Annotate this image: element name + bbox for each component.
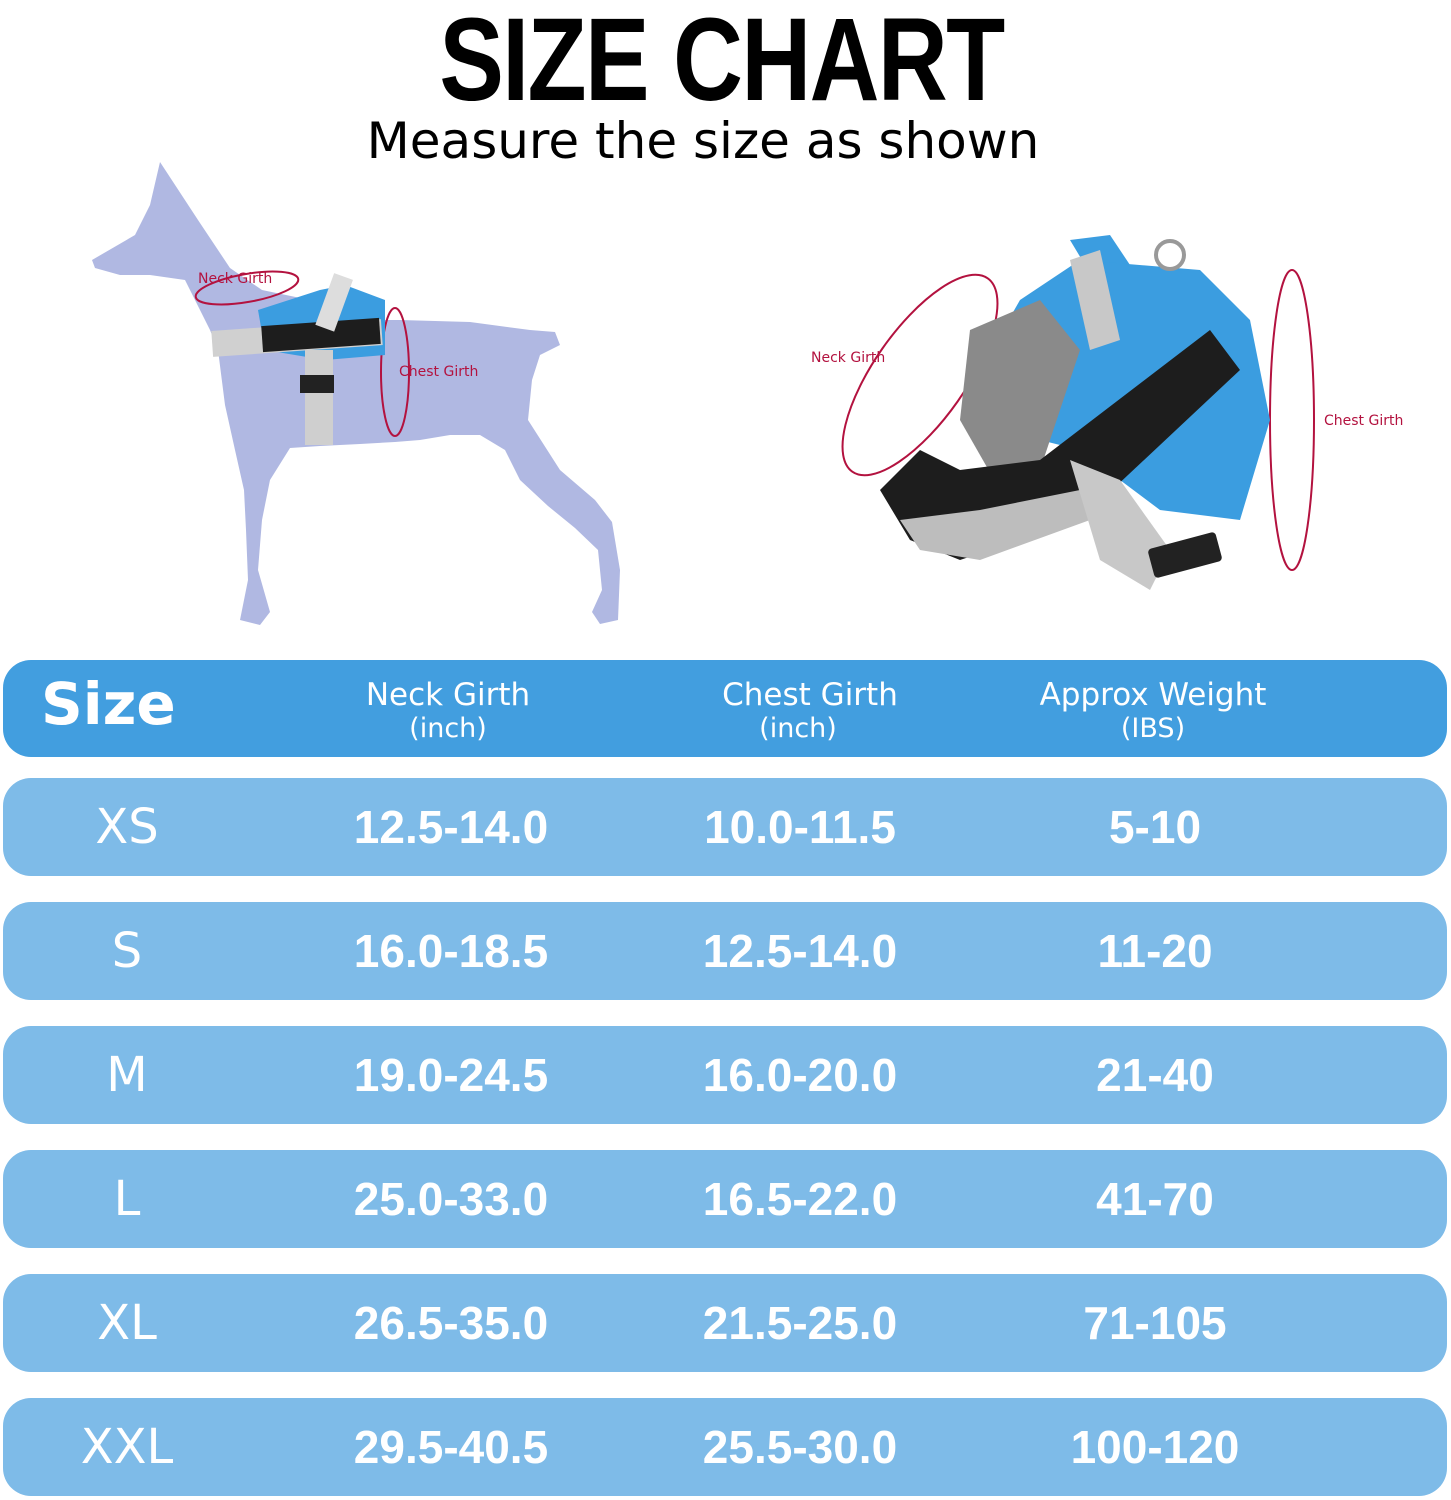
neck-girth-cell: 16.0-18.5 xyxy=(353,925,549,977)
weight-cell: 5-10 xyxy=(1108,801,1202,853)
dog-chest-girth-label: Chest Girth xyxy=(399,364,479,380)
chest-girth-cell: 21.5-25.0 xyxy=(702,1297,898,1349)
chest-girth-cell: 12.5-14.0 xyxy=(702,925,898,977)
weight-cell: 11-20 xyxy=(1097,925,1213,977)
size-cell: XXL xyxy=(80,1419,174,1475)
header-weight-label: Approx Weight xyxy=(1039,677,1267,713)
size-table-header: Size Neck Girth (inch) Chest Girth (inch… xyxy=(3,660,1447,757)
neck-girth-cell: 26.5-35.0 xyxy=(353,1297,549,1349)
weight-cell: 21-40 xyxy=(1096,1049,1214,1101)
table-row: XL 26.5-35.0 21.5-25.0 71-105 xyxy=(3,1274,1447,1372)
chest-girth-cell: 10.0-11.5 xyxy=(704,801,896,853)
table-row: S 16.0-18.5 12.5-14.0 11-20 xyxy=(3,902,1447,1000)
neck-girth-cell: 25.0-33.0 xyxy=(353,1173,549,1225)
chest-girth-cell: 25.5-30.0 xyxy=(702,1421,898,1473)
neck-girth-cell: 29.5-40.5 xyxy=(353,1421,549,1473)
dog-measurement-illustration: Neck Girth Chest Girth xyxy=(0,150,700,640)
chest-girth-cell: 16.5-22.0 xyxy=(702,1173,898,1225)
header-chest-unit: (inch) xyxy=(759,713,837,744)
weight-cell: 100-120 xyxy=(1070,1421,1240,1473)
harness-measurement-illustration: Neck Girth Chest Girth xyxy=(780,220,1440,610)
weight-cell: 71-105 xyxy=(1083,1297,1227,1349)
table-row: L 25.0-33.0 16.5-22.0 41-70 xyxy=(3,1150,1447,1248)
header-neck-label: Neck Girth xyxy=(365,677,531,713)
neck-girth-cell: 12.5-14.0 xyxy=(353,801,549,853)
header-chest-label: Chest Girth xyxy=(722,677,898,713)
page-title: SIZE CHART xyxy=(439,0,1005,126)
header-neck-girth: Neck Girth (inch) xyxy=(328,678,568,746)
header-approx-weight: Approx Weight (IBS) xyxy=(1003,678,1303,746)
table-row: M 19.0-24.5 16.0-20.0 21-40 xyxy=(3,1026,1447,1124)
header-neck-unit: (inch) xyxy=(409,713,487,744)
size-cell: M xyxy=(106,1047,148,1103)
weight-cell: 41-70 xyxy=(1096,1173,1214,1225)
table-row: XS 12.5-14.0 10.0-11.5 5-10 xyxy=(3,778,1447,876)
neck-girth-cell: 19.0-24.5 xyxy=(353,1049,549,1101)
size-cell: XL xyxy=(97,1295,157,1351)
harness-image xyxy=(841,235,1315,590)
harness-chest-girth-label: Chest Girth xyxy=(1324,413,1404,429)
harness-neck-girth-label: Neck Girth xyxy=(811,350,886,366)
size-cell: L xyxy=(113,1171,141,1227)
size-cell: S xyxy=(111,923,143,979)
page-subtitle: Measure the size as shown xyxy=(366,112,1040,170)
dog-neck-girth-label: Neck Girth xyxy=(198,271,273,287)
header-size: Size xyxy=(41,670,176,738)
header-weight-unit: (IBS) xyxy=(1120,713,1186,744)
size-cell: XS xyxy=(95,799,159,855)
table-row: XXL 29.5-40.5 25.5-30.0 100-120 xyxy=(3,1398,1447,1496)
chest-girth-cell: 16.0-20.0 xyxy=(702,1049,898,1101)
header-chest-girth: Chest Girth (inch) xyxy=(690,678,930,746)
dog-silhouette xyxy=(92,162,620,625)
